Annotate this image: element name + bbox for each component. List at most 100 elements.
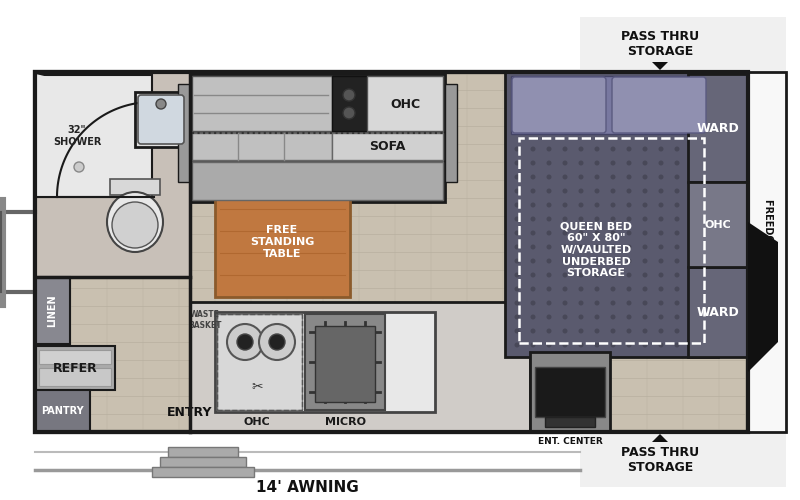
Circle shape <box>690 314 695 320</box>
Circle shape <box>562 230 567 235</box>
Circle shape <box>642 202 647 207</box>
Circle shape <box>514 230 519 235</box>
Circle shape <box>514 216 519 222</box>
Text: FREEDOM EXPRESS: FREEDOM EXPRESS <box>763 199 773 305</box>
Circle shape <box>343 89 355 101</box>
Circle shape <box>578 286 583 292</box>
Text: QUEEN BED
60" X 80"
W/VAULTED
UNDERBED
STORAGE: QUEEN BED 60" X 80" W/VAULTED UNDERBED S… <box>560 222 632 278</box>
Circle shape <box>626 174 631 180</box>
Text: PASS THRU
STORAGE: PASS THRU STORAGE <box>621 446 699 474</box>
Text: REFER: REFER <box>53 362 98 374</box>
Circle shape <box>674 160 679 166</box>
Bar <box>688 267 748 357</box>
Circle shape <box>594 300 599 306</box>
Circle shape <box>514 202 519 207</box>
Circle shape <box>530 272 535 278</box>
Circle shape <box>626 244 631 250</box>
Circle shape <box>674 230 679 235</box>
Polygon shape <box>37 75 152 197</box>
Circle shape <box>514 174 519 180</box>
Circle shape <box>626 160 631 166</box>
Circle shape <box>578 146 583 152</box>
Circle shape <box>658 160 663 166</box>
Text: WASTE
BASKET: WASTE BASKET <box>188 310 222 330</box>
Circle shape <box>610 314 615 320</box>
Bar <box>305 314 385 410</box>
Circle shape <box>530 188 535 194</box>
Bar <box>35 277 70 344</box>
Circle shape <box>530 342 535 347</box>
Circle shape <box>610 202 615 207</box>
Circle shape <box>514 188 519 194</box>
Circle shape <box>610 174 615 180</box>
Circle shape <box>658 342 663 347</box>
Bar <box>505 72 718 357</box>
Circle shape <box>674 258 679 264</box>
Circle shape <box>642 146 647 152</box>
Circle shape <box>674 216 679 222</box>
Circle shape <box>237 334 253 350</box>
Polygon shape <box>652 434 668 442</box>
Circle shape <box>546 314 551 320</box>
Circle shape <box>546 342 551 347</box>
Circle shape <box>594 146 599 152</box>
Circle shape <box>578 300 583 306</box>
Bar <box>580 432 786 487</box>
Text: ENT. CENTER: ENT. CENTER <box>538 438 602 446</box>
Circle shape <box>562 216 567 222</box>
Circle shape <box>594 216 599 222</box>
Bar <box>192 133 332 160</box>
Circle shape <box>594 174 599 180</box>
Bar <box>688 74 748 182</box>
Text: FREE
STANDING
TABLE: FREE STANDING TABLE <box>250 226 314 258</box>
Bar <box>545 417 595 427</box>
Text: ✂: ✂ <box>251 380 263 394</box>
Circle shape <box>626 216 631 222</box>
Bar <box>535 367 605 417</box>
Circle shape <box>658 230 663 235</box>
Circle shape <box>530 202 535 207</box>
Circle shape <box>610 244 615 250</box>
Circle shape <box>610 272 615 278</box>
Circle shape <box>626 146 631 152</box>
Circle shape <box>658 286 663 292</box>
Circle shape <box>578 342 583 347</box>
Circle shape <box>690 160 695 166</box>
Circle shape <box>658 328 663 334</box>
Circle shape <box>658 216 663 222</box>
Circle shape <box>674 202 679 207</box>
Circle shape <box>562 328 567 334</box>
Circle shape <box>690 244 695 250</box>
Circle shape <box>658 174 663 180</box>
Circle shape <box>610 342 615 347</box>
Circle shape <box>642 216 647 222</box>
Circle shape <box>658 202 663 207</box>
Circle shape <box>578 328 583 334</box>
Circle shape <box>546 188 551 194</box>
Bar <box>35 346 115 390</box>
Circle shape <box>674 272 679 278</box>
Bar <box>168 447 238 457</box>
Circle shape <box>578 216 583 222</box>
Circle shape <box>562 244 567 250</box>
Circle shape <box>690 230 695 235</box>
Text: OHC: OHC <box>244 417 270 427</box>
Circle shape <box>578 272 583 278</box>
Circle shape <box>594 244 599 250</box>
FancyBboxPatch shape <box>138 95 184 144</box>
Circle shape <box>690 174 695 180</box>
Circle shape <box>610 160 615 166</box>
Circle shape <box>514 314 519 320</box>
Circle shape <box>674 314 679 320</box>
Circle shape <box>594 272 599 278</box>
Circle shape <box>546 244 551 250</box>
Circle shape <box>658 188 663 194</box>
Text: PASS THRU
STORAGE: PASS THRU STORAGE <box>621 30 699 58</box>
Circle shape <box>690 188 695 194</box>
Circle shape <box>610 230 615 235</box>
Circle shape <box>578 258 583 264</box>
Circle shape <box>642 328 647 334</box>
Circle shape <box>594 188 599 194</box>
Circle shape <box>530 230 535 235</box>
Circle shape <box>514 272 519 278</box>
